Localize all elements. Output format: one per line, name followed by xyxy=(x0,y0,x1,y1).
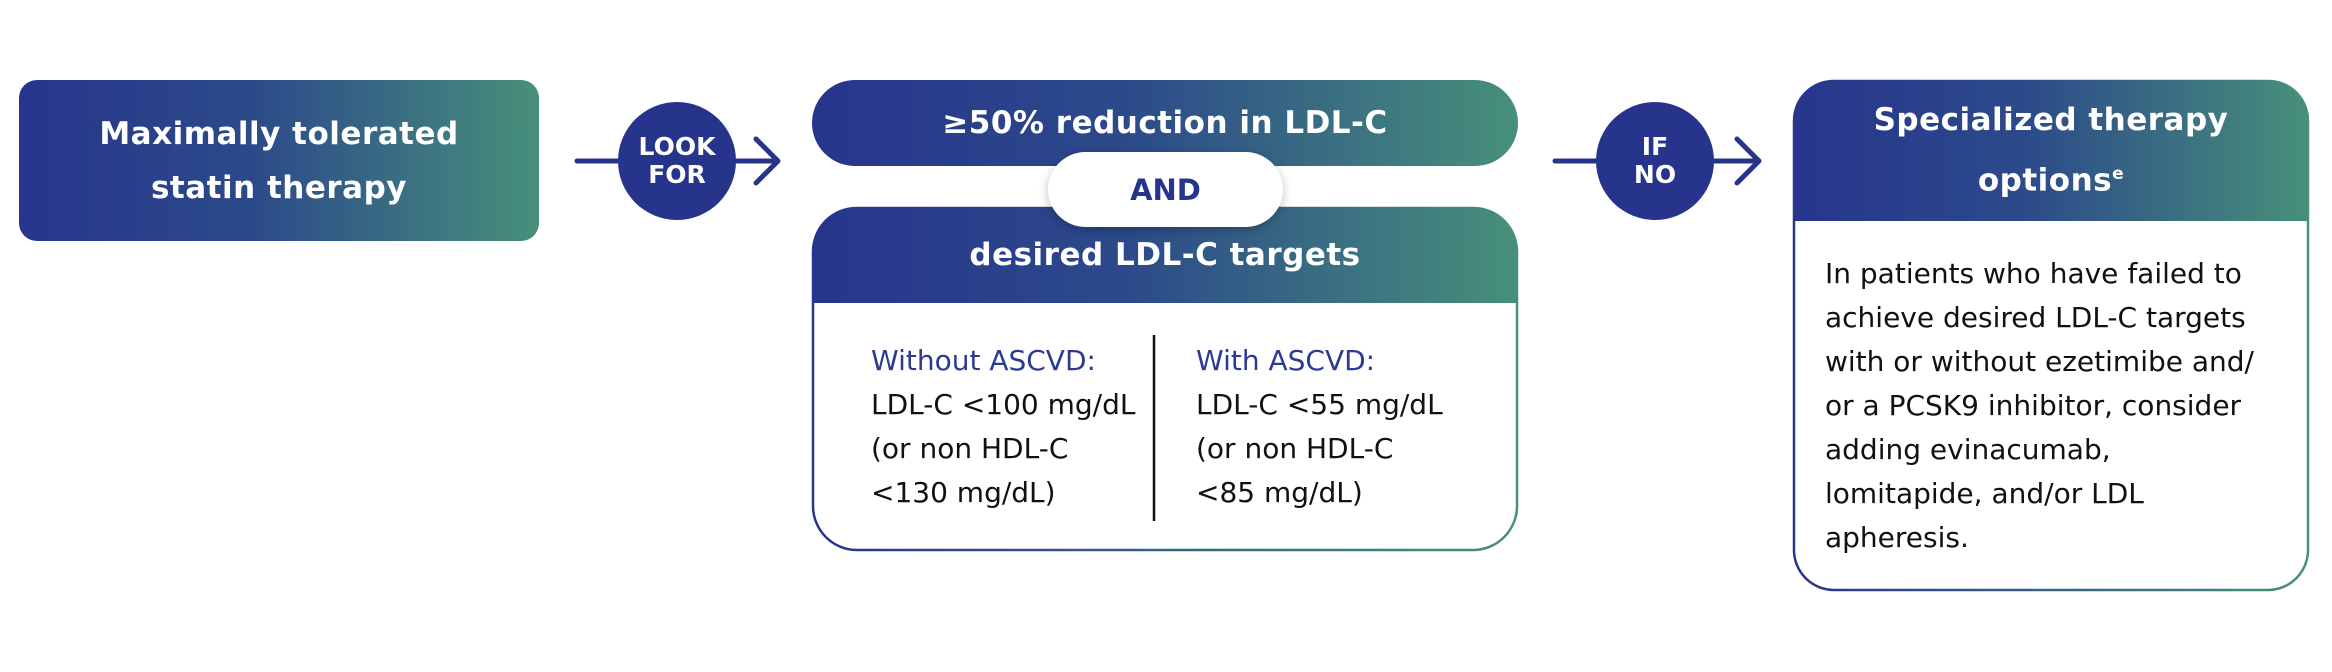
joiner: AND xyxy=(1048,152,1283,227)
connector-label: IF NO xyxy=(1633,132,1677,189)
outcome-line: lomitapide, and/or LDL xyxy=(1825,477,2144,510)
column-line: LDL-C <100 mg/dL xyxy=(871,388,1136,421)
criteria-header-label: desired LDL-C targets xyxy=(969,237,1361,273)
outcome-header: Specialized therapy optionse xyxy=(1793,80,2309,221)
outcome-line: with or without ezetimibe and/ xyxy=(1825,345,2254,378)
outcome-title-superscript: e xyxy=(2112,164,2125,185)
criteria-top-label: ≥50% reduction in LDL-C xyxy=(942,105,1388,141)
connector-label: LOOK FOR xyxy=(638,132,716,189)
column-line: <130 mg/dL) xyxy=(871,476,1056,509)
column-line: LDL-C <55 mg/dL xyxy=(1196,388,1443,421)
outcome-line: In patients who have failed to xyxy=(1825,257,2242,290)
column-heading: Without ASCVD: xyxy=(871,344,1096,377)
outcome-title: Specialized therapy options xyxy=(1873,102,2229,199)
outcome-line: adding evinacumab, xyxy=(1825,433,2111,466)
column-line: (or non HDL-C xyxy=(1196,432,1394,465)
start-label: Maximally tolerated statin therapy xyxy=(99,115,459,206)
outcome-line: or a PCSK9 inhibitor, consider xyxy=(1825,389,2242,422)
arrow-head xyxy=(1734,136,1762,186)
joiner-label: AND xyxy=(1130,172,1201,207)
column-line: (or non HDL-C xyxy=(871,432,1069,465)
outcome-line: achieve desired LDL-C targets xyxy=(1825,301,2246,334)
outcome-line: apheresis. xyxy=(1825,521,1969,554)
arrow-head xyxy=(753,136,781,186)
column: With ASCVD: LDL-C <55 mg/dL (or non HDL-… xyxy=(1196,339,1443,515)
connector: IF NO xyxy=(1596,102,1714,220)
column-heading: With ASCVD: xyxy=(1196,344,1376,377)
start-box: Maximally tolerated statin therapy xyxy=(19,80,539,241)
connector: LOOK FOR xyxy=(618,102,736,220)
column: Without ASCVD: LDL-C <100 mg/dL (or non … xyxy=(871,339,1135,515)
criteria-top: ≥50% reduction in LDL-C xyxy=(812,80,1518,166)
outcome-body: In patients who have failed to achieve d… xyxy=(1825,252,2254,560)
column-line: <85 mg/dL) xyxy=(1196,476,1363,509)
